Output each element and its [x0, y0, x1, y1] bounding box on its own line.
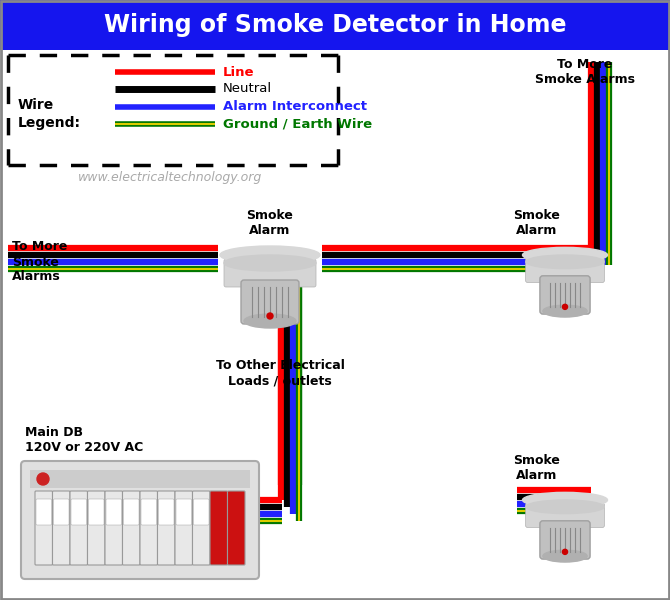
FancyBboxPatch shape: [540, 521, 590, 559]
Ellipse shape: [224, 255, 316, 271]
FancyBboxPatch shape: [54, 499, 69, 525]
FancyBboxPatch shape: [140, 491, 157, 565]
FancyBboxPatch shape: [241, 280, 299, 324]
Ellipse shape: [526, 255, 604, 269]
Ellipse shape: [220, 246, 320, 264]
Ellipse shape: [543, 550, 587, 562]
Circle shape: [562, 549, 567, 554]
FancyBboxPatch shape: [525, 503, 604, 527]
FancyBboxPatch shape: [194, 499, 209, 525]
Text: Main DB
120V or 220V AC: Main DB 120V or 220V AC: [25, 426, 143, 454]
Text: Wiring of Smoke Detector in Home: Wiring of Smoke Detector in Home: [104, 13, 566, 37]
Text: To Other Electrical
Loads / outlets: To Other Electrical Loads / outlets: [216, 359, 344, 387]
FancyBboxPatch shape: [0, 0, 670, 50]
FancyBboxPatch shape: [123, 491, 140, 565]
Text: Smoke
Alarm: Smoke Alarm: [514, 209, 560, 237]
FancyBboxPatch shape: [525, 258, 604, 283]
FancyBboxPatch shape: [224, 259, 316, 287]
FancyBboxPatch shape: [540, 276, 590, 314]
Circle shape: [37, 473, 49, 485]
Text: Alarm Interconnect: Alarm Interconnect: [223, 100, 367, 113]
FancyBboxPatch shape: [157, 491, 175, 565]
FancyBboxPatch shape: [192, 491, 210, 565]
FancyBboxPatch shape: [36, 499, 52, 525]
FancyBboxPatch shape: [70, 491, 88, 565]
Text: Legend:: Legend:: [18, 116, 81, 130]
Text: Ground / Earth Wire: Ground / Earth Wire: [223, 118, 372, 130]
Ellipse shape: [523, 493, 608, 508]
FancyBboxPatch shape: [106, 499, 121, 525]
Text: To More
Smoke Alarms: To More Smoke Alarms: [535, 58, 635, 86]
FancyBboxPatch shape: [88, 491, 105, 565]
FancyBboxPatch shape: [88, 499, 104, 525]
FancyBboxPatch shape: [141, 499, 157, 525]
Ellipse shape: [244, 314, 296, 328]
FancyBboxPatch shape: [35, 491, 52, 565]
Text: Wire: Wire: [18, 98, 54, 112]
FancyBboxPatch shape: [52, 491, 70, 565]
FancyBboxPatch shape: [71, 499, 86, 525]
FancyBboxPatch shape: [21, 461, 259, 579]
FancyBboxPatch shape: [123, 499, 139, 525]
FancyBboxPatch shape: [228, 491, 245, 565]
Text: Line: Line: [223, 65, 255, 79]
FancyBboxPatch shape: [175, 491, 192, 565]
Ellipse shape: [543, 305, 587, 317]
Ellipse shape: [526, 500, 604, 514]
FancyBboxPatch shape: [105, 491, 123, 565]
Text: Smoke
Alarm: Smoke Alarm: [247, 209, 293, 237]
Circle shape: [267, 313, 273, 319]
FancyBboxPatch shape: [30, 470, 250, 488]
Ellipse shape: [523, 247, 608, 263]
Text: www.electricaltechnology.org: www.electricaltechnology.org: [78, 170, 262, 184]
FancyBboxPatch shape: [176, 499, 192, 525]
Text: Smoke
Alarm: Smoke Alarm: [514, 454, 560, 482]
FancyBboxPatch shape: [159, 499, 174, 525]
Text: To More
Smoke
Alarms: To More Smoke Alarms: [12, 241, 68, 283]
Text: Neutral: Neutral: [223, 82, 272, 95]
FancyBboxPatch shape: [210, 491, 228, 565]
Circle shape: [562, 304, 567, 310]
